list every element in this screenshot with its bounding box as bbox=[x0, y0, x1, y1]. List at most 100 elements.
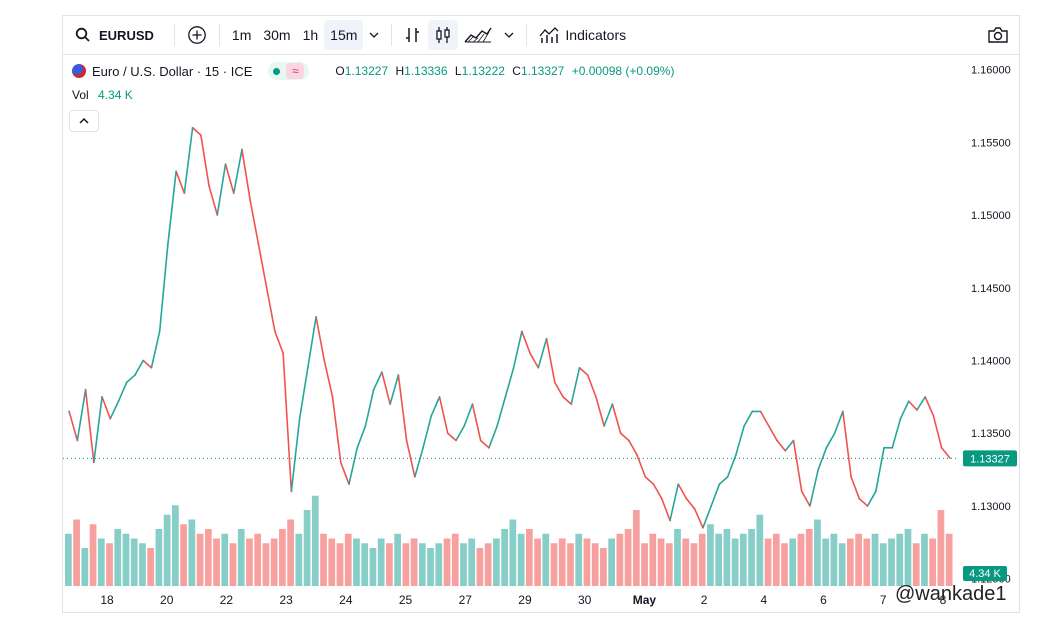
price-point bbox=[68, 410, 71, 413]
market-status-badge[interactable]: ≈ bbox=[268, 62, 310, 80]
volume-bar bbox=[295, 533, 303, 586]
price-point bbox=[166, 243, 169, 246]
area-style-button[interactable] bbox=[458, 20, 498, 50]
symbol-search[interactable]: EURUSD bbox=[69, 20, 168, 50]
y-tick-label: 1.13500 bbox=[971, 428, 1011, 440]
series-title: Euro / U.S. Dollar · 15 · ICE bbox=[92, 63, 253, 79]
price-segment bbox=[529, 352, 540, 369]
price-segment bbox=[142, 359, 152, 369]
price-segment bbox=[636, 454, 647, 478]
price-point bbox=[504, 395, 507, 398]
price-point bbox=[216, 214, 219, 216]
status-dot-icon bbox=[273, 67, 281, 75]
volume-bar bbox=[731, 538, 739, 586]
volume-bar bbox=[106, 543, 113, 586]
price-segment bbox=[447, 432, 457, 442]
price-point bbox=[158, 330, 161, 333]
price-point bbox=[84, 388, 87, 391]
volume-bar bbox=[608, 538, 616, 586]
price-segment bbox=[899, 400, 910, 420]
price-segment bbox=[562, 396, 572, 405]
price-point bbox=[290, 490, 293, 493]
series-legend: Euro / U.S. Dollar · 15 · ICE ≈ O1.13227… bbox=[72, 62, 674, 80]
volume-bar bbox=[311, 495, 319, 586]
chart-type-dropdown[interactable] bbox=[498, 20, 520, 50]
price-point bbox=[743, 425, 745, 427]
price-point bbox=[512, 366, 515, 369]
price-point bbox=[817, 468, 820, 471]
price-point bbox=[652, 483, 655, 486]
volume-bar bbox=[863, 538, 871, 586]
collapse-legend-button[interactable] bbox=[69, 110, 99, 132]
price-segment bbox=[809, 469, 819, 507]
volume-bar bbox=[789, 538, 797, 586]
indicators-button[interactable]: Indicators bbox=[533, 20, 632, 50]
volume-bar bbox=[600, 548, 607, 586]
price-segment bbox=[438, 396, 449, 434]
volume-label: Vol bbox=[72, 88, 89, 102]
price-segment bbox=[331, 396, 342, 463]
interval-15m[interactable]: 15m bbox=[324, 20, 364, 50]
volume-bar bbox=[155, 529, 163, 586]
price-point bbox=[907, 400, 910, 403]
price-point bbox=[183, 192, 186, 195]
price-point bbox=[175, 170, 178, 173]
price-segment bbox=[545, 338, 556, 383]
volume-bar bbox=[139, 543, 146, 586]
chevron-down-icon bbox=[504, 32, 514, 38]
price-chart[interactable]: 1.16000 1.15500 1.15000 1.14500 1.14000 1.135… bbox=[63, 55, 1019, 612]
volume-bar bbox=[89, 524, 97, 586]
volume-bar bbox=[846, 538, 854, 586]
bars-style-button[interactable] bbox=[398, 20, 428, 50]
price-point bbox=[751, 410, 754, 413]
price-segment bbox=[389, 374, 400, 405]
price-point bbox=[199, 134, 202, 136]
volume-bar bbox=[287, 519, 294, 586]
screenshot-button[interactable] bbox=[981, 20, 1015, 50]
volume-bar bbox=[443, 538, 451, 586]
y-tick-label: 1.15000 bbox=[971, 210, 1011, 222]
price-segment bbox=[801, 491, 811, 507]
price-segment bbox=[924, 396, 935, 417]
volume-bar bbox=[550, 543, 558, 586]
volume-bar bbox=[682, 538, 690, 586]
interval-30m[interactable]: 30m bbox=[263, 27, 291, 43]
volume-bar bbox=[855, 533, 862, 586]
last-volume-tag bbox=[963, 566, 1007, 581]
price-segment bbox=[537, 338, 548, 368]
volume-bar bbox=[476, 548, 484, 586]
price-point bbox=[92, 461, 95, 464]
interval-dropdown[interactable] bbox=[363, 20, 385, 50]
price-segment bbox=[430, 396, 441, 417]
interval-1h[interactable]: 1h bbox=[302, 27, 319, 43]
volume-bar bbox=[369, 548, 377, 586]
candles-style-button[interactable] bbox=[428, 20, 459, 50]
volume-bar bbox=[632, 510, 640, 586]
price-segment bbox=[776, 440, 786, 452]
y-tick-label: 1.16000 bbox=[971, 65, 1011, 77]
volume-bar bbox=[402, 543, 410, 586]
compare-add-button[interactable] bbox=[181, 20, 213, 50]
volume-bar bbox=[180, 524, 187, 586]
volume-bar bbox=[534, 538, 541, 586]
price-segment bbox=[554, 381, 564, 398]
price-segment bbox=[759, 411, 770, 427]
price-segment bbox=[743, 411, 754, 427]
price-point bbox=[323, 359, 326, 362]
price-point bbox=[924, 395, 927, 398]
price-point bbox=[792, 439, 795, 442]
price-point bbox=[101, 395, 103, 398]
price-point bbox=[586, 374, 589, 376]
x-tick-label: 6 bbox=[820, 593, 827, 607]
price-segment bbox=[866, 491, 877, 507]
last-price-label: 1.13327 bbox=[970, 453, 1010, 465]
x-tick-label: 23 bbox=[279, 593, 293, 607]
chart-pane[interactable]: 1.16000 1.15500 1.15000 1.14500 1.14000 1.135… bbox=[63, 55, 1019, 612]
volume-bar bbox=[410, 538, 418, 586]
volume-bar bbox=[303, 510, 311, 586]
interval-1m[interactable]: 1m bbox=[231, 27, 252, 43]
price-point bbox=[298, 417, 301, 420]
volume-bar bbox=[81, 548, 89, 586]
price-segment bbox=[710, 483, 721, 507]
volume-bar bbox=[147, 548, 155, 586]
